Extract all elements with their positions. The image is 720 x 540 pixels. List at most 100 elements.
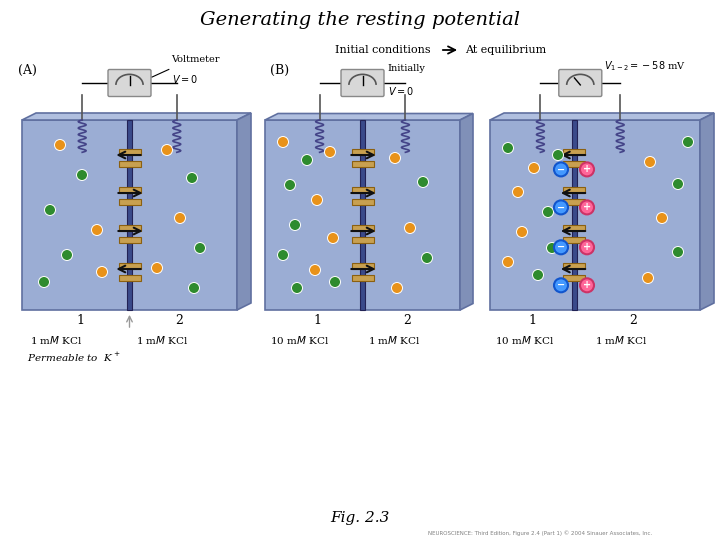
Circle shape	[552, 150, 564, 160]
Circle shape	[325, 146, 336, 158]
Bar	[351, 225, 374, 231]
Circle shape	[96, 267, 107, 278]
Circle shape	[533, 269, 544, 280]
Circle shape	[292, 282, 302, 294]
Circle shape	[284, 179, 295, 191]
Bar	[351, 263, 374, 269]
Circle shape	[644, 157, 655, 167]
Circle shape	[186, 172, 197, 184]
Circle shape	[580, 163, 594, 177]
Polygon shape	[460, 113, 473, 310]
Circle shape	[390, 152, 400, 164]
Circle shape	[61, 249, 73, 260]
Bar	[563, 237, 585, 243]
Circle shape	[302, 154, 312, 165]
Circle shape	[310, 265, 320, 275]
Circle shape	[528, 163, 539, 173]
Bar	[351, 237, 374, 243]
Bar	[563, 161, 585, 167]
Text: 1 m$M$ KCl: 1 m$M$ KCl	[369, 334, 421, 346]
Text: Permeable to  K$^+$: Permeable to K$^+$	[27, 351, 120, 364]
Text: $V = 0$: $V = 0$	[387, 85, 413, 97]
Circle shape	[91, 225, 102, 235]
Circle shape	[194, 242, 205, 253]
Polygon shape	[490, 120, 700, 310]
Polygon shape	[700, 113, 714, 310]
Circle shape	[546, 242, 557, 253]
Circle shape	[672, 246, 683, 258]
Text: +: +	[583, 280, 591, 291]
Bar	[119, 263, 140, 269]
Bar	[563, 149, 585, 155]
Text: 2: 2	[629, 314, 636, 327]
Bar	[119, 199, 140, 205]
Circle shape	[189, 282, 199, 294]
Bar	[351, 187, 374, 193]
Circle shape	[277, 137, 289, 147]
Bar	[351, 161, 374, 167]
Circle shape	[277, 249, 289, 260]
Text: At equilibrium: At equilibrium	[465, 45, 546, 55]
Circle shape	[657, 213, 667, 224]
Bar	[119, 275, 140, 281]
Bar	[351, 199, 374, 205]
Circle shape	[554, 278, 568, 292]
Text: Generating the resting potential: Generating the resting potential	[200, 11, 520, 29]
Circle shape	[642, 273, 654, 284]
Circle shape	[392, 282, 402, 294]
Circle shape	[289, 219, 300, 231]
Text: Initially: Initially	[387, 64, 426, 73]
Bar	[563, 263, 585, 269]
Bar	[119, 225, 140, 231]
Bar	[119, 237, 140, 243]
Circle shape	[38, 276, 50, 287]
Text: $V = 0$: $V = 0$	[171, 73, 197, 85]
Bar	[351, 149, 374, 155]
Circle shape	[513, 186, 523, 198]
Circle shape	[55, 139, 66, 151]
Text: 1 m$M$ KCl: 1 m$M$ KCl	[30, 334, 83, 346]
Circle shape	[161, 145, 173, 156]
Polygon shape	[265, 120, 460, 310]
Text: +: +	[583, 202, 591, 212]
Bar	[572, 120, 577, 310]
Polygon shape	[22, 113, 251, 120]
Text: Initial conditions: Initial conditions	[335, 45, 431, 55]
Bar	[127, 120, 132, 310]
Polygon shape	[265, 113, 473, 120]
Text: 1: 1	[528, 314, 536, 327]
Bar	[563, 275, 585, 281]
FancyBboxPatch shape	[559, 70, 602, 97]
Circle shape	[151, 262, 163, 273]
Bar	[563, 199, 585, 205]
Bar	[119, 161, 140, 167]
Circle shape	[312, 194, 323, 206]
Polygon shape	[490, 113, 714, 120]
Text: −: −	[557, 164, 565, 174]
Text: 1: 1	[76, 314, 84, 327]
Circle shape	[580, 200, 594, 214]
Text: $V_{1-2}=-58$ mV: $V_{1-2}=-58$ mV	[604, 59, 686, 73]
Text: 2: 2	[403, 314, 411, 327]
Text: (A): (A)	[18, 64, 37, 77]
Circle shape	[554, 163, 568, 177]
Text: Fig. 2.3: Fig. 2.3	[330, 511, 390, 525]
Text: 1 m$M$ KCl: 1 m$M$ KCl	[595, 334, 648, 346]
Text: −: −	[557, 242, 565, 252]
Text: (B): (B)	[270, 64, 289, 77]
Bar	[360, 120, 365, 310]
Text: NEUROSCIENCE: Third Edition, Figure 2.4 (Part 1) © 2004 Sinauer Associates, Inc.: NEUROSCIENCE: Third Edition, Figure 2.4 …	[428, 530, 652, 536]
Circle shape	[503, 256, 513, 267]
Text: +: +	[583, 242, 591, 252]
Circle shape	[330, 276, 341, 287]
FancyBboxPatch shape	[108, 70, 151, 97]
Circle shape	[542, 206, 554, 218]
Bar	[119, 187, 140, 193]
Text: −: −	[557, 280, 565, 291]
Text: −: −	[557, 202, 565, 212]
Circle shape	[554, 240, 568, 254]
Circle shape	[174, 213, 186, 224]
Circle shape	[405, 222, 415, 233]
Text: 10 m$M$ KCl: 10 m$M$ KCl	[270, 334, 329, 346]
Circle shape	[683, 137, 693, 147]
